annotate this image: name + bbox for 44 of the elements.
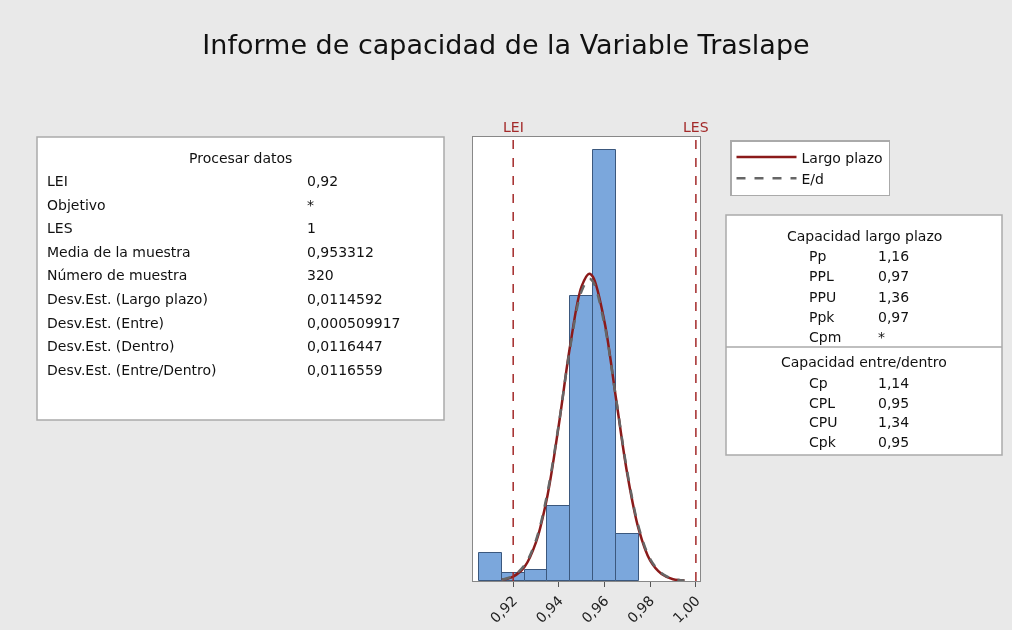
ref-line-label: LEI: [503, 119, 524, 135]
text: Capacidad entre/dentro: [781, 354, 947, 370]
text: 1,34: [878, 414, 910, 430]
text: Ppk: [809, 309, 836, 325]
text: Desv.Est. (Entre/Dentro): [47, 362, 217, 378]
text: LES: [47, 220, 73, 236]
text: 1,16: [878, 248, 910, 264]
text: Cp: [809, 375, 828, 391]
text: Cpm: [809, 329, 842, 345]
text: 0,95: [878, 395, 910, 411]
text: Capacidad largo plazo: [787, 228, 943, 244]
text: CPL: [809, 395, 836, 411]
text: 0,92: [307, 173, 339, 189]
text: PPU: [809, 289, 837, 305]
text: Número de muestra: [47, 267, 188, 283]
text: 1,36: [878, 289, 910, 305]
text: Desv.Est. (Entre): [47, 315, 165, 331]
text: 0,953312: [307, 244, 374, 260]
text: 320: [307, 267, 334, 283]
legend-label: E/d: [801, 170, 824, 187]
text: 0,000509917: [307, 315, 401, 331]
text: Desv.Est. (Dentro): [47, 338, 175, 354]
text: 0,0114592: [307, 291, 383, 307]
text: Procesar datos: [189, 150, 293, 166]
ref-line-label: LES: [683, 119, 709, 135]
text: 0,97: [878, 268, 910, 284]
text: 0,95: [878, 434, 910, 450]
text: 1,14: [878, 375, 910, 391]
text: 0,97: [878, 309, 910, 325]
text: Objetivo: [47, 197, 106, 213]
chart-title: Informe de capacidad de la Variable Traslape: [202, 29, 810, 61]
text: Pp: [809, 248, 827, 264]
text: 0,0116447: [307, 338, 383, 354]
text: *: [307, 197, 314, 213]
text: PPL: [809, 268, 834, 284]
text: 0,0116559: [307, 362, 383, 378]
text: LEI: [47, 173, 68, 189]
text: Desv.Est. (Largo plazo): [47, 291, 208, 307]
text: *: [878, 329, 885, 345]
text: CPU: [809, 414, 838, 430]
text: Cpk: [809, 434, 837, 450]
text: Media de la muestra: [47, 244, 191, 260]
legend-label: Largo plazo: [801, 149, 883, 166]
text: 1: [307, 220, 316, 236]
